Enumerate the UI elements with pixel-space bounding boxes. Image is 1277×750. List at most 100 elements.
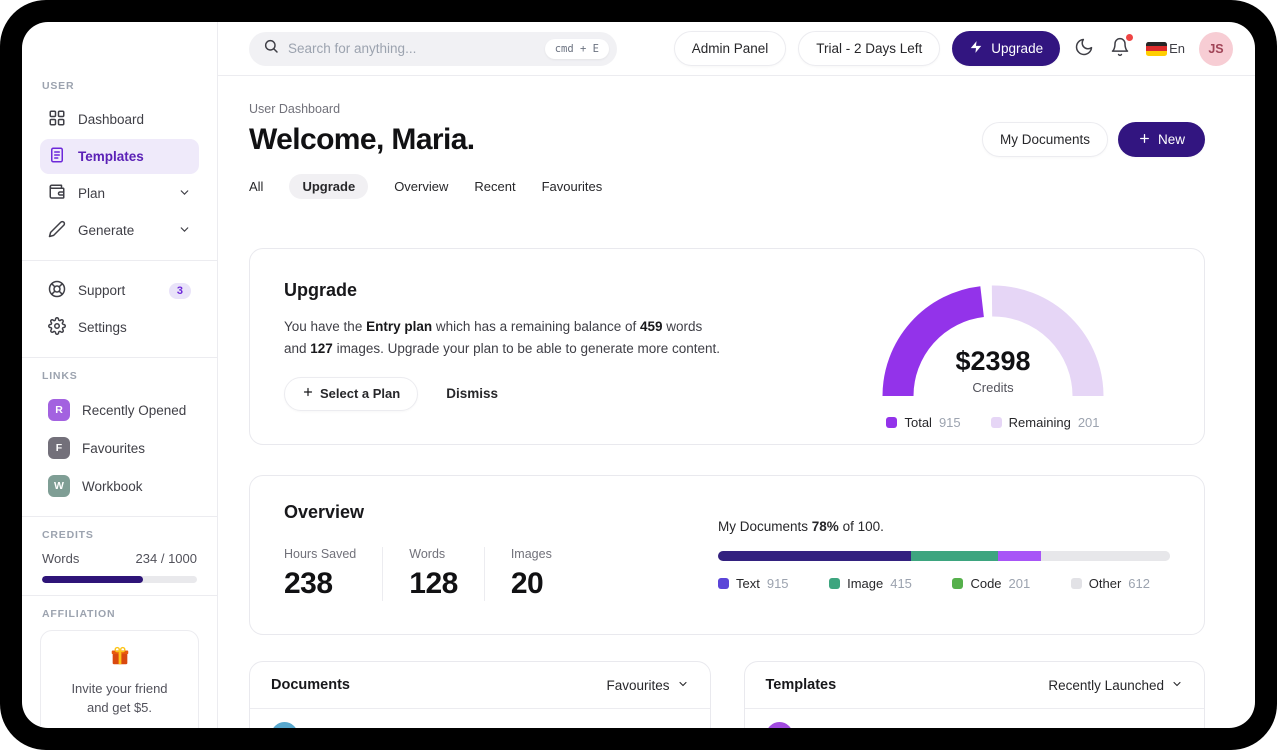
- lifebuoy-icon: [48, 280, 66, 301]
- sidebar-item-templates[interactable]: Templates: [40, 139, 199, 174]
- template-avatar: [765, 722, 793, 728]
- dark-mode-toggle[interactable]: [1072, 35, 1096, 62]
- pencil-icon: [48, 220, 66, 241]
- user-avatar[interactable]: JS: [1199, 31, 1233, 66]
- divider: [22, 516, 217, 517]
- bolt-icon: [969, 40, 983, 57]
- legend-item-text: Text 915: [718, 576, 789, 591]
- credits-words-value: 234 / 1000: [135, 551, 197, 566]
- document-avatar: [271, 722, 298, 728]
- legend-swatch: [952, 578, 964, 589]
- templates-filter-dropdown[interactable]: Recently Launched: [1048, 678, 1183, 693]
- stacked-progress-bar: [718, 551, 1170, 561]
- credits-progress-fill: [42, 576, 143, 583]
- sidebar-link-recently-opened[interactable]: R Recently Opened: [40, 392, 199, 428]
- sidebar-item-dashboard[interactable]: Dashboard: [40, 102, 199, 137]
- plus-icon: [302, 386, 314, 401]
- template-list-item[interactable]: Blog Post Title in Workbook: [745, 709, 1205, 728]
- gauge-value: $2398: [955, 346, 1031, 376]
- topbar: cmd + E Admin Panel Trial - 2 Days Left …: [218, 22, 1255, 76]
- my-documents-button[interactable]: My Documents: [981, 122, 1108, 157]
- templates-card-title: Templates: [765, 677, 837, 693]
- sidebar-item-label: Generate: [78, 223, 135, 238]
- legend-swatch: [1070, 578, 1082, 589]
- upgrade-card: Upgrade You have the Entry plan which ha…: [249, 248, 1205, 445]
- notifications-button[interactable]: [1108, 34, 1134, 62]
- germany-flag-icon: [1146, 41, 1168, 56]
- legend-swatch: [990, 417, 1002, 428]
- chevron-down-icon: [178, 223, 191, 239]
- sidebar-link-favourites[interactable]: F Favourites: [40, 430, 199, 466]
- divider: [22, 357, 217, 358]
- affiliation-text: Invite your friend and get $5.: [71, 681, 168, 715]
- sidebar-item-support[interactable]: Support 3: [40, 273, 199, 308]
- documents-card-title: Documents: [271, 677, 350, 693]
- documents-filter-dropdown[interactable]: Favourites: [606, 678, 688, 693]
- bar-segment-other: [1040, 551, 1170, 561]
- overview-card-title: Overview: [284, 502, 365, 522]
- search-bar[interactable]: cmd + E: [249, 31, 617, 66]
- legend-item-remaining: Remaining 201: [990, 415, 1100, 430]
- language-label: En: [1169, 41, 1185, 56]
- upgrade-button[interactable]: Upgrade: [952, 31, 1061, 66]
- select-plan-button[interactable]: Select a Plan: [284, 376, 419, 411]
- tab-favourites[interactable]: Favourites: [541, 179, 603, 194]
- divider: [22, 260, 217, 261]
- sidebar-section-affiliation: AFFILIATION: [42, 608, 116, 620]
- sidebar-section-user: USER: [42, 80, 75, 92]
- trial-days-button[interactable]: Trial - 2 Days Left: [798, 31, 941, 66]
- sidebar: USER Dashboard Templates Plan Generate S…: [22, 22, 218, 728]
- affiliation-card: Invite your friend and get $5. Invite: [40, 630, 199, 728]
- dismiss-button[interactable]: Dismiss: [446, 386, 498, 402]
- sidebar-item-settings[interactable]: Settings: [40, 310, 199, 345]
- upgrade-card-left: Upgrade You have the Entry plan which ha…: [284, 280, 724, 413]
- sidebar-item-label: Plan: [78, 186, 106, 201]
- breadcrumb: User Dashboard: [249, 102, 341, 116]
- legend-item-other: Other 612: [1070, 576, 1150, 591]
- gauge-arcs: [882, 285, 1104, 397]
- sidebar-section-links: LINKS: [42, 370, 78, 382]
- sidebar-section-credits: CREDITS: [42, 529, 94, 541]
- sidebar-link-workbook[interactable]: W Workbook: [40, 468, 199, 504]
- search-input[interactable]: [288, 41, 536, 56]
- search-icon: [263, 38, 279, 59]
- sidebar-item-label: Settings: [78, 320, 127, 335]
- overview-card: Overview Hours Saved 238 Words 128 Image…: [249, 475, 1205, 635]
- sidebar-item-label: Recently Opened: [82, 402, 187, 418]
- tab-recent[interactable]: Recent: [474, 179, 516, 194]
- wallet-icon: [48, 183, 66, 204]
- main-area: cmd + E Admin Panel Trial - 2 Days Left …: [218, 22, 1255, 728]
- bell-icon: [1110, 37, 1130, 60]
- new-button[interactable]: New: [1117, 122, 1205, 157]
- stat-images: Images 20: [510, 547, 552, 600]
- search-shortcut-badge: cmd + E: [544, 38, 609, 59]
- gauge-label: Credits: [972, 380, 1014, 395]
- gauge-legend: Total 915 Remaining 201: [878, 415, 1108, 430]
- link-avatar: R: [48, 399, 70, 421]
- gear-icon: [48, 317, 66, 338]
- plus-icon: [1138, 132, 1151, 148]
- document-list-item[interactable]: Untitled Document in Workbook: [250, 709, 710, 728]
- tab-overview[interactable]: Overview: [394, 179, 449, 194]
- app-window: USER Dashboard Templates Plan Generate S…: [22, 22, 1255, 728]
- moon-icon: [1074, 37, 1094, 60]
- stacked-bar-legend: Text 915 Image 415 Code 201 Other 612: [718, 576, 1170, 591]
- legend-item-image: Image 415: [829, 576, 912, 591]
- language-selector[interactable]: En: [1144, 39, 1187, 58]
- tab-upgrade[interactable]: Upgrade: [289, 174, 369, 199]
- sidebar-item-generate[interactable]: Generate: [40, 213, 199, 248]
- documents-card: Documents Favourites Untitled Document i…: [249, 661, 711, 728]
- sidebar-item-plan[interactable]: Plan: [40, 176, 199, 211]
- usage-caption: My Documents 78% of 100.: [718, 519, 884, 534]
- notification-dot: [1126, 34, 1134, 41]
- overview-stats: Hours Saved 238 Words 128 Images 20: [284, 547, 604, 601]
- tab-all[interactable]: All: [249, 179, 264, 194]
- link-avatar: W: [48, 475, 70, 497]
- divider: [22, 595, 217, 596]
- document-icon: [48, 146, 66, 167]
- legend-swatch: [718, 578, 729, 589]
- stat-hours-saved: Hours Saved 238: [284, 547, 384, 601]
- chevron-down-icon: [1171, 678, 1183, 693]
- upgrade-card-title: Upgrade: [284, 280, 358, 300]
- admin-panel-button[interactable]: Admin Panel: [673, 31, 787, 66]
